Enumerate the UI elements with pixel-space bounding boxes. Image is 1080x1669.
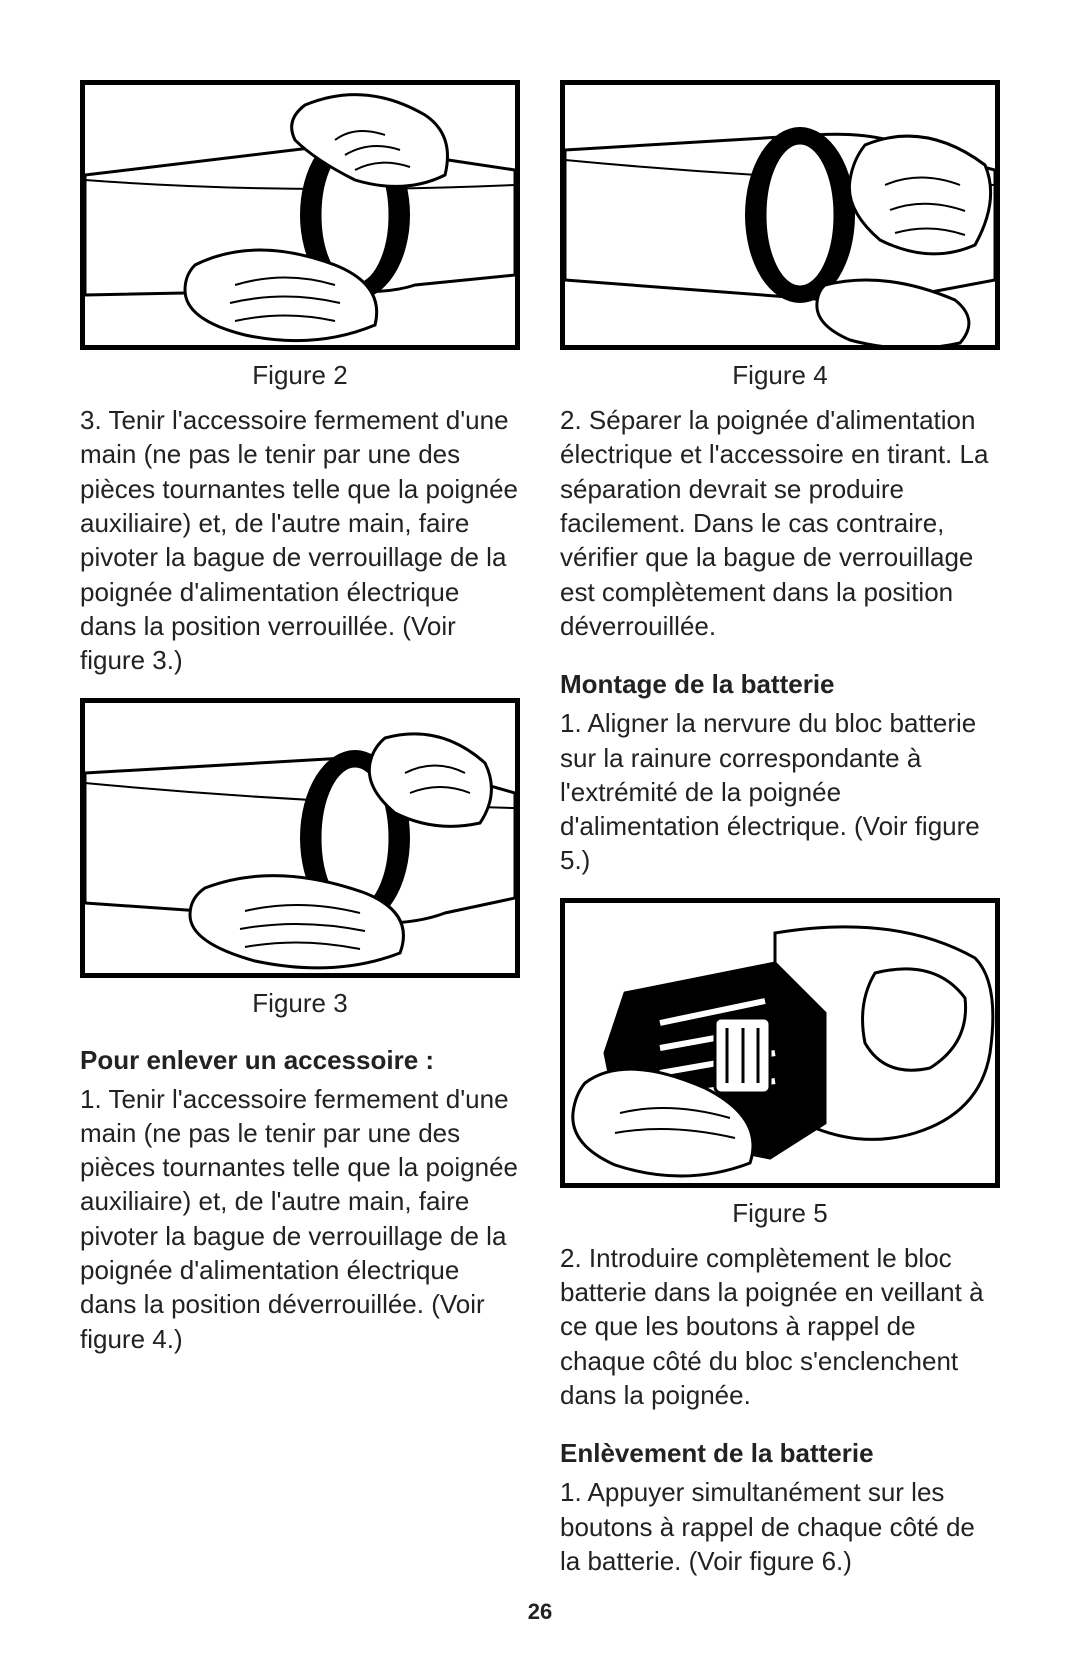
figure-4-caption: Figure 4 (560, 360, 1000, 391)
paragraph-remove-battery: 1. Appuyer simultanément sur les boutons… (560, 1475, 1000, 1578)
left-column: Figure 2 3. Tenir l'accessoire fermement… (80, 80, 520, 1598)
figure-5-illustration (565, 903, 995, 1183)
paragraph-after-fig4: 2. Séparer la poignée d'alimentation éle… (560, 403, 1000, 643)
paragraph-after-fig5: 2. Introduire complètement le bloc batte… (560, 1241, 1000, 1413)
paragraph-after-fig2: 3. Tenir l'accessoire fermement d'une ma… (80, 403, 520, 678)
figure-3-box (80, 698, 520, 978)
figure-2-box (80, 80, 520, 350)
figure-4-illustration (565, 85, 995, 345)
figure-2-illustration (85, 85, 515, 345)
paragraph-mount-battery: 1. Aligner la nervure du bloc batterie s… (560, 706, 1000, 878)
figure-5-box (560, 898, 1000, 1188)
figure-4-box (560, 80, 1000, 350)
page-number: 26 (0, 1599, 1080, 1625)
manual-page: Figure 2 3. Tenir l'accessoire fermement… (0, 0, 1080, 1669)
right-column: Figure 4 2. Séparer la poignée d'aliment… (560, 80, 1000, 1598)
figure-3-illustration (85, 703, 515, 973)
heading-mount-battery: Montage de la batterie (560, 669, 1000, 700)
paragraph-remove-accessory: 1. Tenir l'accessoire fermement d'une ma… (80, 1082, 520, 1357)
figure-5-caption: Figure 5 (560, 1198, 1000, 1229)
figure-2-caption: Figure 2 (80, 360, 520, 391)
two-column-layout: Figure 2 3. Tenir l'accessoire fermement… (80, 80, 1000, 1598)
heading-remove-battery: Enlèvement de la batterie (560, 1438, 1000, 1469)
heading-remove-accessory: Pour enlever un accessoire : (80, 1045, 520, 1076)
figure-3-caption: Figure 3 (80, 988, 520, 1019)
